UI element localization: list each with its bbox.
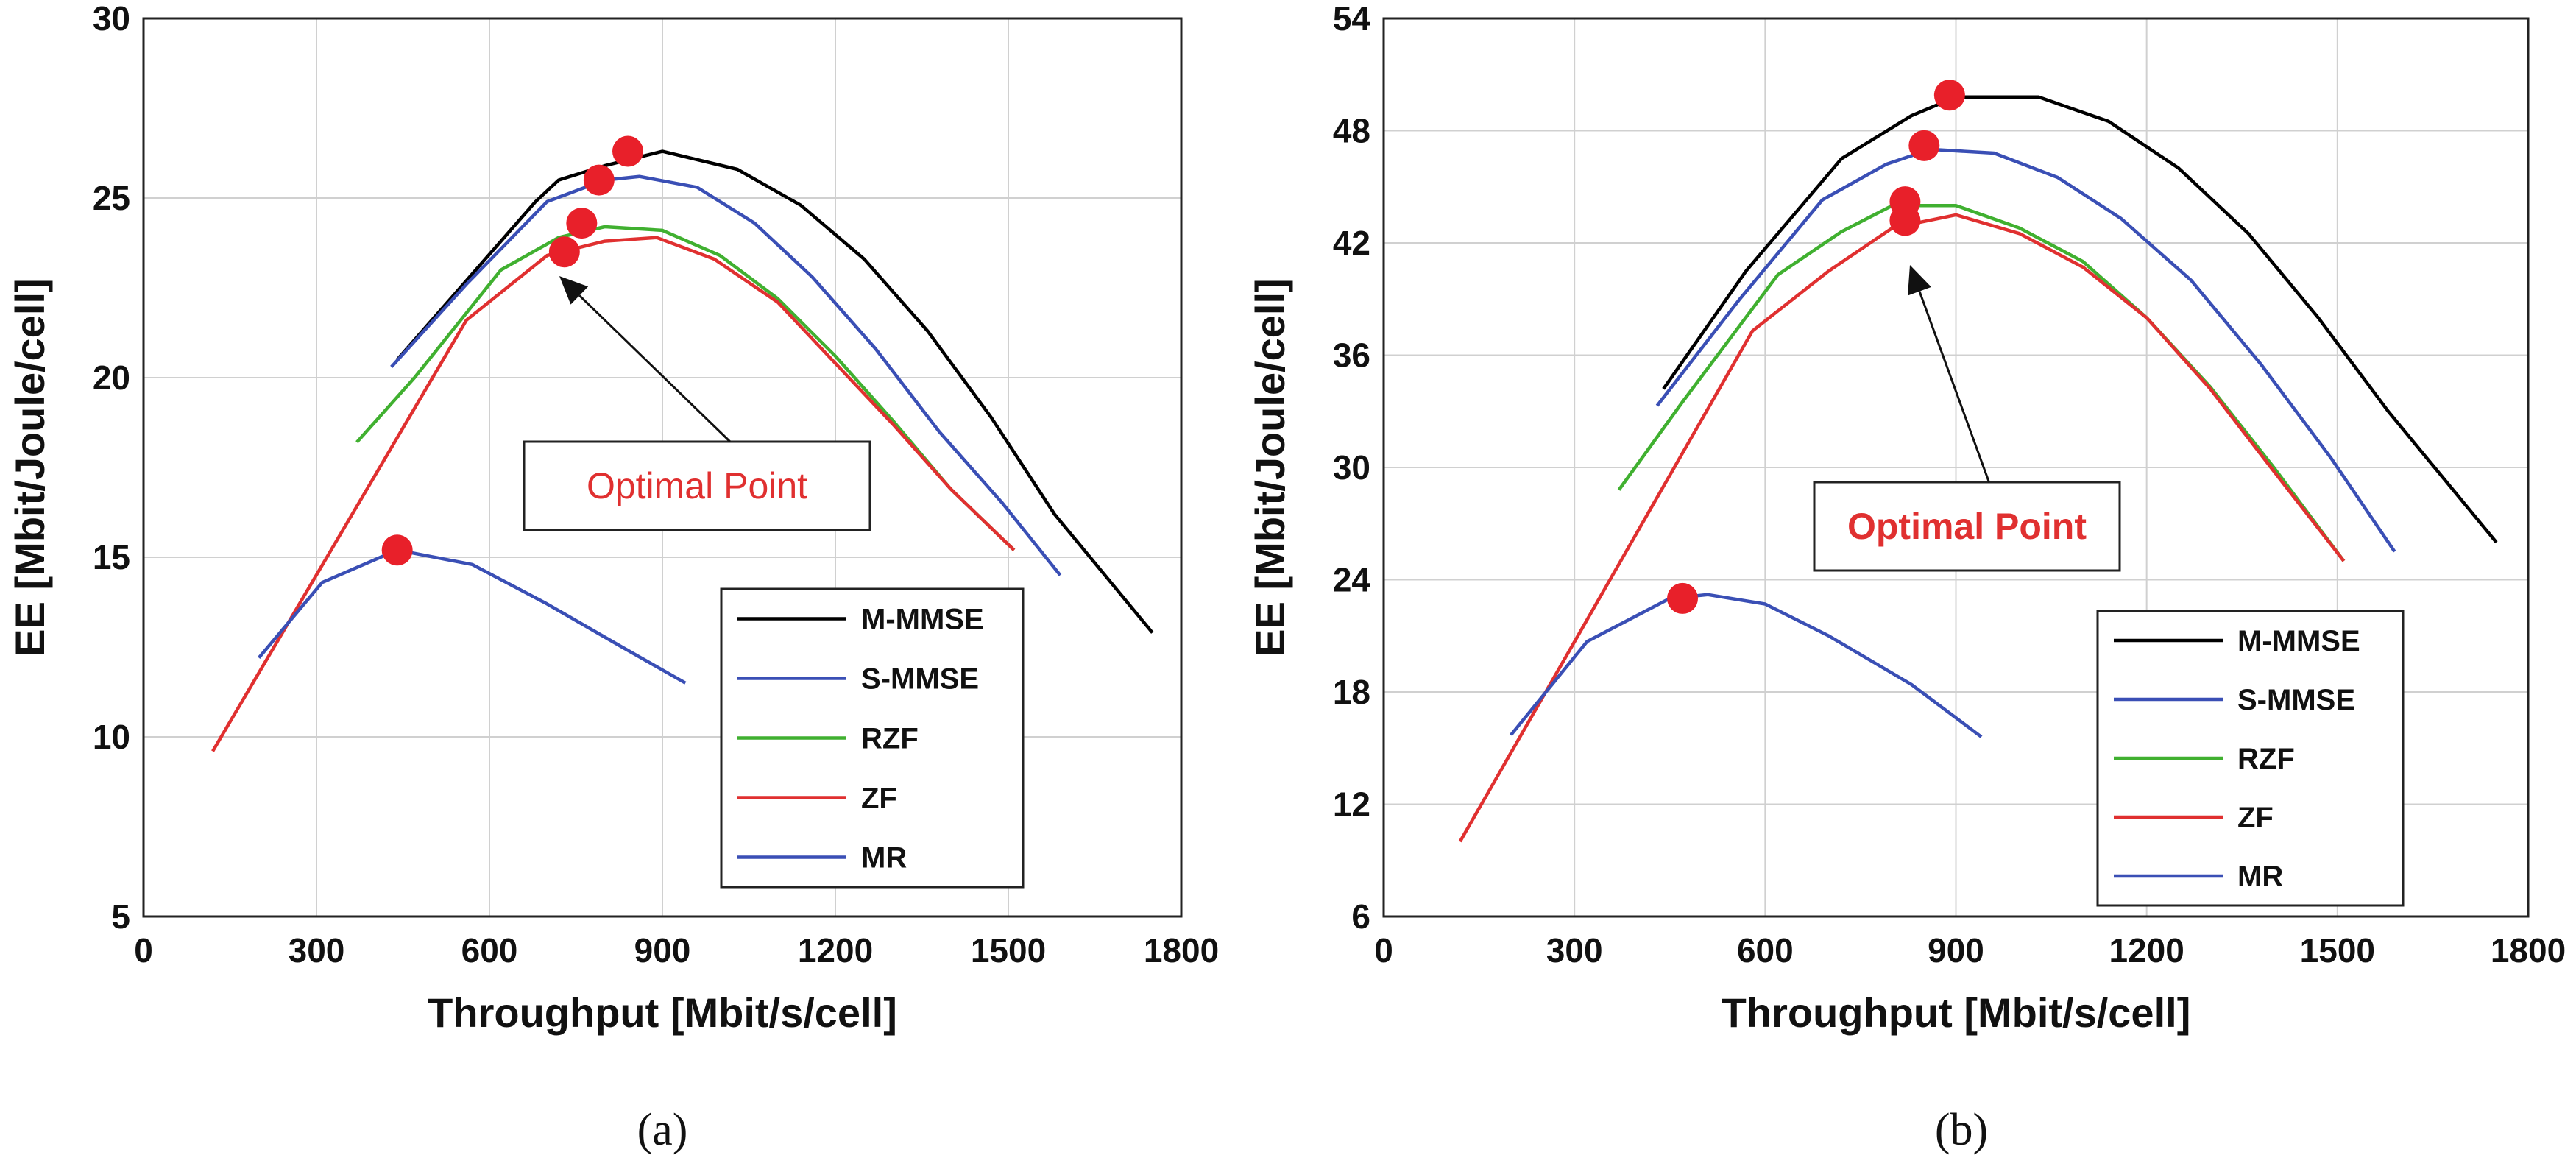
y-axis-label-b: EE [Mbit/Joule/cell] <box>1247 278 1293 656</box>
x-axis-label-a: Throughput [Mbit/s/cell] <box>428 989 897 1036</box>
series-line-s-mmse <box>1655 147 2396 553</box>
annotation-text-b: Optimal Point <box>1847 506 2087 547</box>
y-tick-label: 6 <box>1351 897 1370 936</box>
optimal-point-marker <box>583 164 615 196</box>
y-tick-label: 15 <box>93 538 130 576</box>
annotation-a: Optimal Point <box>523 276 871 531</box>
plot-frame-a <box>142 17 1183 918</box>
optimal-point-marker <box>1889 205 1921 236</box>
y-tick-label: 25 <box>93 179 130 217</box>
y-tick-label: 30 <box>1333 448 1370 487</box>
y-tick-label: 12 <box>1333 785 1370 824</box>
y-tick-label: 30 <box>93 0 130 38</box>
legend-label: M-MMSE <box>861 604 984 636</box>
x-tick-label: 1500 <box>971 931 1046 970</box>
y-tick-label: 36 <box>1333 336 1370 375</box>
series-line-zf <box>1458 213 2346 843</box>
legend-label: MR <box>861 842 907 875</box>
legend-a: M-MMSE S-MMSE RZF ZF MR <box>720 587 1025 889</box>
y-tick-label: 5 <box>111 897 130 936</box>
x-tick-label: 1500 <box>2300 931 2375 970</box>
optimal-point-marker <box>1667 582 1699 614</box>
x-tick-label: 1200 <box>2109 931 2184 970</box>
y-tick-label: 20 <box>93 359 130 397</box>
x-tick-label: 300 <box>289 931 345 970</box>
caption-b: (b) <box>1935 1105 1988 1155</box>
x-tick-label: 600 <box>461 931 518 970</box>
legend-label: S-MMSE <box>2237 684 2355 716</box>
y-tick-label: 18 <box>1333 673 1370 711</box>
x-tick-label: 1800 <box>2491 931 2566 970</box>
optimal-point-marker <box>566 208 598 239</box>
x-tick-label: 600 <box>1737 931 1794 970</box>
y-tick-label: 42 <box>1333 224 1370 262</box>
series-line-m-mmse <box>1662 95 2498 544</box>
series-line-m-mmse <box>396 149 1154 634</box>
x-tick-label: 1200 <box>798 931 873 970</box>
series-line-zf <box>211 236 1016 752</box>
y-tick-label: 54 <box>1333 0 1371 38</box>
y-tick-label: 10 <box>93 718 130 756</box>
optimal-point-marker <box>381 534 413 566</box>
optimal-point-marker <box>548 236 580 268</box>
optimal-point-marker <box>1933 80 1965 111</box>
series-line-mr <box>1510 593 1983 738</box>
legend-label: MR <box>2237 861 2283 893</box>
chart-panel-a: 0 300 600 900 1200 1500 1800 5 10 15 20 25 30 Throug… <box>7 0 1219 1155</box>
legend-label: RZF <box>2237 743 2295 775</box>
series-line-mr <box>257 548 687 685</box>
legend-label: M-MMSE <box>2237 625 2360 657</box>
plot-frame-b <box>1382 17 2530 918</box>
legend-label: ZF <box>861 783 897 815</box>
series-line-rzf <box>355 225 1016 551</box>
annotation-b: Optimal Point <box>1813 265 2121 572</box>
legend-b: M-MMSE S-MMSE RZF ZF MR <box>2096 610 2405 907</box>
y-tick-label: 24 <box>1333 561 1371 599</box>
caption-a: (a) <box>637 1105 688 1155</box>
x-axis-label-b: Throughput [Mbit/s/cell] <box>1722 989 2191 1036</box>
y-axis-label-a: EE [Mbit/Joule/cell] <box>7 278 53 656</box>
x-tick-label: 1800 <box>1144 931 1219 970</box>
series-line-s-mmse <box>390 174 1062 576</box>
legend-label: S-MMSE <box>861 663 979 696</box>
annotation-text-a: Optimal Point <box>587 465 807 506</box>
optimal-point-marker <box>1908 130 1940 161</box>
chart-panel-b: 0 300 600 900 1200 1500 180061218243036424854 … <box>1247 0 2566 1155</box>
y-tick-label: 48 <box>1333 112 1370 150</box>
x-tick-label: 900 <box>1928 931 1984 970</box>
legend-label: RZF <box>861 723 919 755</box>
x-tick-label: 0 <box>134 931 153 970</box>
optimal-point-marker <box>612 135 643 167</box>
x-tick-label: 0 <box>1374 931 1393 970</box>
legend-label: ZF <box>2237 802 2274 834</box>
x-tick-label: 300 <box>1546 931 1603 970</box>
x-tick-label: 900 <box>634 931 691 970</box>
